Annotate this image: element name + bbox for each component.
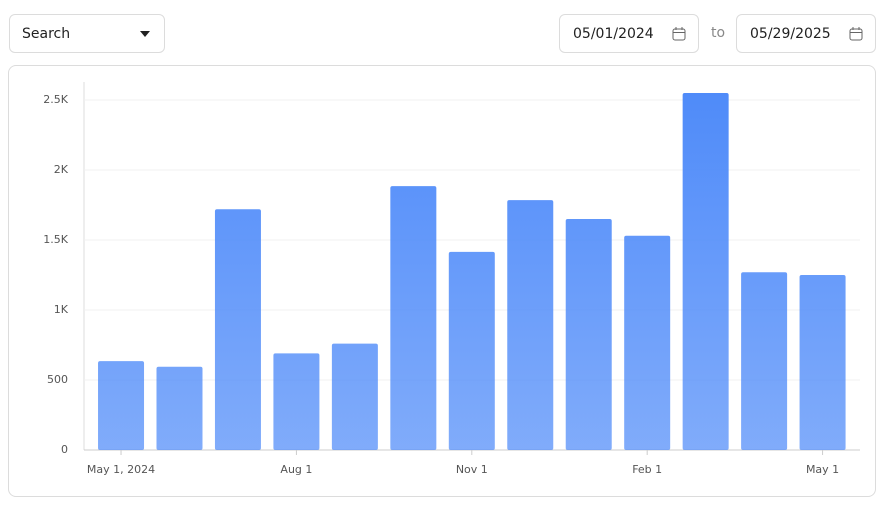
end-date-input[interactable]: 05/29/2025 (736, 14, 876, 53)
bar (156, 366, 203, 450)
dropdown-label: Search (22, 25, 71, 42)
x-tick-label: Aug 1 (280, 463, 312, 476)
y-tick-label: 1K (54, 303, 69, 316)
calendar-icon (849, 26, 863, 40)
x-tick-label: May 1, 2024 (87, 463, 155, 476)
bar (448, 251, 495, 450)
bar (214, 209, 261, 450)
chart-card (8, 65, 876, 497)
search-dropdown[interactable]: Search (9, 14, 165, 53)
x-tick-label: Feb 1 (632, 463, 662, 476)
y-tick-label: 2.5K (43, 93, 68, 106)
y-tick-label: 1.5K (43, 233, 68, 246)
bar (273, 353, 320, 450)
y-tick-label: 2K (54, 163, 69, 176)
y-tick-label: 0 (61, 443, 68, 456)
end-date: 05/29/2025 (750, 25, 831, 42)
bar (741, 272, 788, 450)
bar (507, 200, 554, 450)
bar (331, 343, 378, 450)
x-tick-label: Nov 1 (456, 463, 488, 476)
bar (98, 361, 145, 450)
bar (682, 93, 729, 450)
bar (565, 219, 612, 450)
x-tick-label: May 1 (806, 463, 839, 476)
start-date-input[interactable]: 05/01/2024 (559, 14, 699, 53)
bar (624, 235, 671, 450)
dropdown-arrow (140, 30, 150, 37)
bar (390, 186, 437, 450)
calendar-icon (672, 26, 686, 40)
bar (799, 275, 846, 450)
to-separator: to (711, 25, 726, 41)
start-date: 05/01/2024 (573, 25, 654, 42)
y-tick-label: 500 (47, 373, 68, 386)
